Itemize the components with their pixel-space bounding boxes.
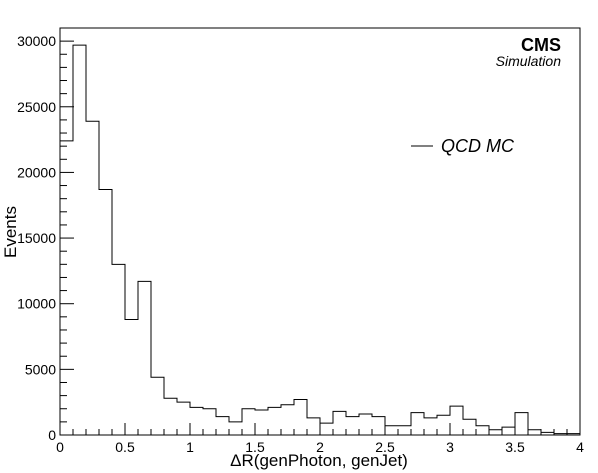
histogram-bin — [60, 141, 73, 435]
x-tick-label: 3 — [446, 439, 454, 455]
histogram-bin — [294, 400, 307, 435]
y-tick-label: 5000 — [25, 361, 56, 377]
histogram-bin — [112, 264, 125, 435]
histogram-bin — [320, 423, 333, 435]
histogram-bin — [255, 410, 268, 435]
histogram-bin — [203, 409, 216, 435]
qcd-mc-histogram-line — [59, 44, 581, 435]
x-axis-title: ΔR(genPhoton, genJet) — [230, 451, 408, 470]
histogram-bin — [359, 414, 372, 435]
y-tick-label: 20000 — [17, 164, 56, 180]
histogram-bin — [476, 426, 489, 435]
x-tick-label: 2 — [316, 439, 324, 455]
histogram-bin — [567, 434, 580, 435]
histogram-bin — [307, 418, 320, 435]
simulation-label: Simulation — [496, 53, 562, 69]
histogram-bin — [229, 422, 242, 435]
histogram-bin — [99, 189, 112, 435]
x-tick-label: 2.5 — [375, 439, 395, 455]
histogram-bin — [333, 411, 346, 435]
y-tick-label: 30000 — [17, 33, 56, 49]
histogram-bin — [398, 426, 411, 435]
histogram-bin — [541, 432, 554, 435]
histogram-bin — [138, 281, 151, 435]
x-tick-label: 0.5 — [115, 439, 135, 455]
histogram-bin — [424, 418, 437, 435]
x-tick-label: 1.5 — [245, 439, 265, 455]
histogram-bin — [502, 427, 515, 435]
histogram-bin — [450, 406, 463, 435]
histogram-bin — [268, 407, 281, 435]
legend-label: QCD MC — [441, 136, 515, 156]
y-tick-label: 10000 — [17, 296, 56, 312]
histogram-bin — [281, 405, 294, 435]
histogram-bin — [554, 434, 567, 435]
histogram-bin — [73, 45, 86, 435]
histogram-bin — [489, 430, 502, 435]
histogram-bin — [437, 415, 450, 435]
histogram-bin — [528, 430, 541, 435]
x-tick-label: 4 — [576, 439, 584, 455]
histogram-bin — [372, 417, 385, 435]
histogram-bin — [151, 377, 164, 435]
histogram-bin — [242, 409, 255, 435]
y-axis-tick-labels: 0 5000 10000 15000 20000 25000 30000 — [17, 33, 56, 443]
histogram-bin — [346, 417, 359, 435]
histogram-bin — [385, 426, 398, 435]
histogram-bin — [125, 319, 138, 435]
x-tick-label: 1 — [186, 439, 194, 455]
x-tick-label: 0 — [56, 439, 64, 455]
histogram-bin — [463, 419, 476, 435]
cms-label: CMS — [521, 35, 561, 55]
histogram-bin — [190, 407, 203, 435]
y-tick-label: 15000 — [17, 230, 56, 246]
x-tick-label: 3.5 — [505, 439, 525, 455]
histogram-bins — [60, 45, 580, 435]
y-tick-label: 0 — [48, 427, 56, 443]
histogram-bin — [515, 413, 528, 435]
histogram-bin — [164, 398, 177, 435]
x-axis-tick-labels: 0 0.5 1 1.5 2 2.5 3 3.5 4 — [56, 439, 584, 455]
histogram-bin — [216, 417, 229, 435]
histogram-bin — [86, 121, 99, 435]
histogram-bin — [411, 413, 424, 435]
y-axis-title: Events — [1, 206, 20, 258]
y-axis-ticks — [60, 27, 74, 436]
y-tick-label: 25000 — [17, 99, 56, 115]
histogram-bin — [177, 402, 190, 435]
